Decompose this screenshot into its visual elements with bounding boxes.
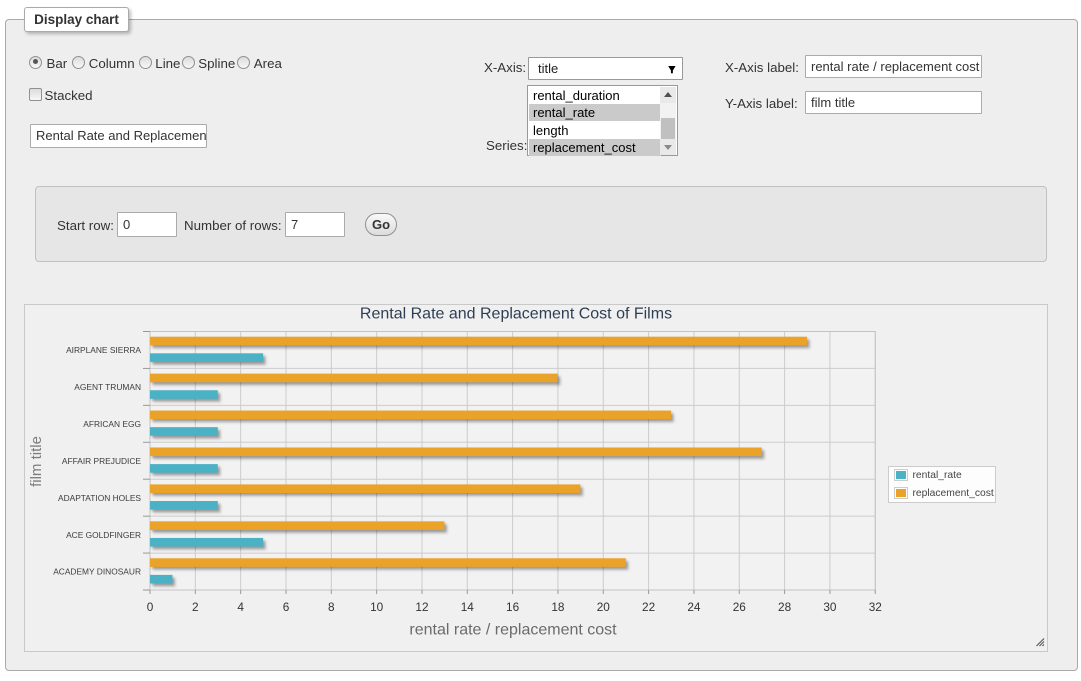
svg-text:14: 14 (461, 600, 475, 614)
svg-text:rental rate / replacement cost: rental rate / replacement cost (409, 622, 617, 639)
svg-text:AGENT TRUMAN: AGENT TRUMAN (74, 382, 141, 392)
svg-text:22: 22 (642, 600, 655, 614)
svg-text:replacement_cost: replacement_cost (913, 488, 994, 499)
svg-text:AFRICAN EGG: AFRICAN EGG (83, 419, 141, 429)
svg-text:film title: film title (28, 436, 45, 487)
svg-text:8: 8 (328, 600, 335, 614)
svg-text:16: 16 (506, 600, 520, 614)
svg-text:0: 0 (147, 600, 154, 614)
svg-text:24: 24 (687, 600, 701, 614)
svg-text:32: 32 (869, 600, 882, 614)
svg-text:28: 28 (778, 600, 792, 614)
svg-text:18: 18 (551, 600, 565, 614)
svg-text:26: 26 (733, 600, 747, 614)
svg-text:10: 10 (370, 600, 384, 614)
svg-text:Rental Rate and Replacement Co: Rental Rate and Replacement Cost of Film… (360, 306, 672, 323)
svg-text:4: 4 (237, 600, 244, 614)
svg-text:AIRPLANE SIERRA: AIRPLANE SIERRA (66, 345, 141, 355)
svg-text:12: 12 (415, 600, 428, 614)
svg-text:30: 30 (823, 600, 837, 614)
svg-text:20: 20 (597, 600, 611, 614)
svg-text:AFFAIR PREJUDICE: AFFAIR PREJUDICE (62, 456, 142, 466)
svg-text:rental_rate: rental_rate (913, 470, 963, 481)
svg-text:6: 6 (283, 600, 290, 614)
svg-text:2: 2 (192, 600, 199, 614)
svg-text:ACADEMY DINOSAUR: ACADEMY DINOSAUR (53, 567, 141, 577)
svg-text:ADAPTATION HOLES: ADAPTATION HOLES (58, 493, 141, 503)
svg-text:ACE GOLDFINGER: ACE GOLDFINGER (66, 530, 141, 540)
